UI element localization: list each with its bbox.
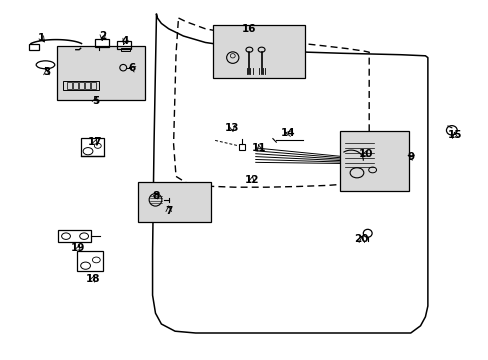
Bar: [95, 39, 109, 47]
Text: 15: 15: [447, 130, 461, 140]
Text: 6: 6: [128, 63, 135, 73]
Bar: [121, 48, 130, 51]
Text: 1: 1: [38, 33, 45, 43]
Text: 9: 9: [407, 152, 413, 162]
Text: 12: 12: [244, 175, 259, 185]
Bar: [81, 138, 104, 156]
Text: 10: 10: [358, 149, 372, 159]
Bar: [73, 82, 78, 89]
Ellipse shape: [149, 194, 162, 206]
Bar: [212, 25, 304, 78]
Bar: [29, 44, 39, 50]
Text: 4: 4: [121, 36, 128, 46]
Bar: [238, 144, 245, 150]
Bar: [57, 46, 145, 100]
Text: 8: 8: [153, 191, 160, 201]
Bar: [79, 82, 84, 89]
Text: 3: 3: [43, 67, 50, 77]
Text: 16: 16: [242, 24, 256, 34]
Bar: [91, 82, 96, 89]
Text: 17: 17: [88, 137, 102, 147]
Text: 14: 14: [281, 128, 295, 138]
Bar: [138, 182, 210, 222]
Text: 19: 19: [71, 243, 85, 253]
Text: 7: 7: [164, 206, 172, 216]
Bar: [339, 131, 408, 191]
Text: 13: 13: [224, 123, 239, 133]
Text: 18: 18: [85, 274, 100, 284]
Text: 20: 20: [354, 234, 368, 244]
Text: 5: 5: [92, 96, 99, 106]
Bar: [58, 230, 91, 242]
Text: 2: 2: [99, 31, 106, 41]
Text: 11: 11: [251, 143, 266, 153]
Bar: [62, 81, 99, 90]
Bar: [67, 82, 72, 89]
Bar: [117, 41, 131, 49]
Bar: [77, 251, 102, 271]
Bar: [85, 82, 90, 89]
